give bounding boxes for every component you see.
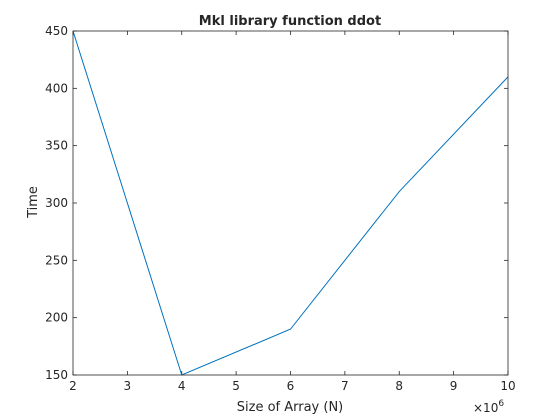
y-axis-label: Time (26, 186, 41, 219)
x-axis-multiplier-base: ×10 (473, 401, 498, 415)
x-tick-label: 10 (500, 379, 515, 393)
y-tick-label: 350 (45, 139, 68, 153)
x-tick-label: 6 (287, 379, 295, 393)
x-tick-label: 7 (341, 379, 349, 393)
y-tick-label: 400 (45, 81, 68, 95)
x-axis-multiplier: ×106 (473, 399, 504, 415)
tick-labels: 2 3 4 5 6 7 8 9 10 150 200 250 300 350 400 450 (45, 24, 516, 393)
x-tick-label: 9 (450, 379, 458, 393)
axes-box (72, 30, 509, 376)
y-tick-label: 200 (45, 311, 68, 325)
series-line (72, 30, 509, 376)
y-tick-label: 450 (45, 24, 68, 38)
x-axis-multiplier-exponent: 6 (498, 399, 504, 409)
y-tick-label: 150 (45, 368, 68, 382)
y-tick-label: 300 (45, 196, 68, 210)
series-group (72, 30, 509, 376)
y-tick-label: 250 (45, 253, 68, 267)
x-tick-label: 3 (124, 379, 132, 393)
x-tick-label: 5 (232, 379, 240, 393)
x-tick-label: 4 (178, 379, 186, 393)
x-tick-label: 2 (69, 379, 77, 393)
x-axis-label: Size of Array (N) (237, 400, 344, 415)
chart-title: Mkl library function ddot (199, 14, 381, 29)
x-tick-label: 8 (395, 379, 403, 393)
plot-area (73, 31, 508, 375)
